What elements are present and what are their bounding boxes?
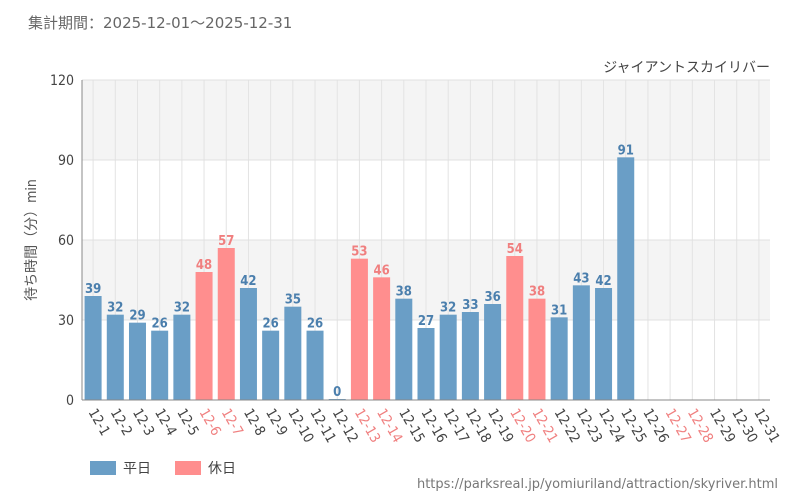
y-axis-label: 待ち時間（分）min xyxy=(24,179,40,301)
bar-12-7 xyxy=(217,248,235,400)
bar-12-15 xyxy=(395,298,413,400)
legend-item-weekday: 平日 xyxy=(90,458,151,478)
x-tick-labels: 12-112-212-312-412-512-612-712-812-912-1… xyxy=(85,406,783,446)
x-tick-label: 12-1 xyxy=(85,406,113,439)
collection-period: 集計期間：2025-12-01～2025-12-31 xyxy=(28,14,293,32)
bar-value-label: 35 xyxy=(285,293,301,308)
bar-12-17 xyxy=(439,314,457,400)
bar-value-label: 36 xyxy=(484,290,500,305)
legend-label-holiday: 休日 xyxy=(208,461,236,477)
bar-value-label: 0 xyxy=(333,385,341,400)
bar-value-label: 38 xyxy=(396,285,412,300)
y-tick-label: 60 xyxy=(58,233,74,249)
bar-value-label: 26 xyxy=(307,317,323,332)
bar-value-label: 43 xyxy=(573,271,589,286)
bar-value-label: 91 xyxy=(618,143,634,158)
bar-12-19 xyxy=(484,304,502,400)
x-tick-label: 12-2 xyxy=(107,406,135,439)
bar-value-labels: 39 32 29 26 32 48 57 42 26 35 26 0 53 46 38 27 32 33 36 54 3… xyxy=(85,143,634,400)
bar-12-11 xyxy=(306,330,324,400)
bar-value-label: 48 xyxy=(196,258,212,273)
y-tick-label: 120 xyxy=(50,73,74,89)
bar-value-label: 39 xyxy=(85,282,101,297)
x-tick-label: 12-9 xyxy=(262,406,290,439)
bar-value-label: 29 xyxy=(129,309,145,324)
bar-value-label: 38 xyxy=(529,285,545,300)
bar-12-2 xyxy=(106,314,124,400)
bar-value-label: 42 xyxy=(240,274,256,289)
bars xyxy=(84,157,635,400)
bar-value-label: 26 xyxy=(263,317,279,332)
bar-12-23 xyxy=(572,285,590,400)
bar-12-22 xyxy=(550,317,568,400)
y-tick-label: 90 xyxy=(58,153,74,169)
x-tick-label: 12-6 xyxy=(196,406,224,439)
bar-12-21 xyxy=(528,298,546,400)
x-tick-label: 12-7 xyxy=(218,406,246,439)
bar-12-25 xyxy=(617,157,635,400)
bar-12-24 xyxy=(595,288,613,400)
legend-swatch-weekday xyxy=(90,461,116,475)
bar-value-label: 57 xyxy=(218,234,234,249)
bar-value-label: 26 xyxy=(152,317,168,332)
bar-12-1 xyxy=(84,296,102,400)
bar-value-label: 32 xyxy=(174,301,190,316)
bar-12-14 xyxy=(373,277,391,400)
bar-value-label: 32 xyxy=(107,301,123,316)
y-tick-label: 30 xyxy=(58,313,74,329)
bar-value-label: 32 xyxy=(440,301,456,316)
bar-value-label: 27 xyxy=(418,314,434,329)
legend-label-weekday: 平日 xyxy=(123,461,151,477)
legend-item-holiday: 休日 xyxy=(175,458,236,478)
x-tick-label: 12-3 xyxy=(129,406,157,439)
bar-12-16 xyxy=(417,328,435,400)
bar-value-label: 33 xyxy=(462,298,478,313)
bar-value-label: 31 xyxy=(551,303,567,318)
bar-12-6 xyxy=(195,272,213,400)
source-url[interactable]: https://parksreal.jp/yomiuriland/attract… xyxy=(416,477,778,492)
legend: 平日 休日 xyxy=(90,458,260,478)
chart-title: ジャイアントスカイリバー xyxy=(603,60,770,76)
y-tick-label: 0 xyxy=(66,393,74,409)
bar-12-8 xyxy=(239,288,257,400)
bar-12-9 xyxy=(262,330,280,400)
bar-12-13 xyxy=(350,258,368,400)
bar-value-label: 42 xyxy=(595,274,611,289)
x-tick-label: 12-4 xyxy=(151,406,179,439)
bar-12-20 xyxy=(506,256,524,400)
x-tick-label: 12-5 xyxy=(173,406,201,439)
legend-swatch-holiday xyxy=(175,461,201,475)
bar-12-10 xyxy=(284,306,302,400)
bar-12-18 xyxy=(461,312,479,400)
bar-12-5 xyxy=(173,314,191,400)
bar-value-label: 53 xyxy=(351,245,367,260)
y-tick-labels: 0 30 60 90 120 xyxy=(50,73,74,409)
bar-12-4 xyxy=(151,330,169,400)
bar-12-3 xyxy=(128,322,146,400)
x-tick-label: 12-8 xyxy=(240,406,268,439)
bar-value-label: 54 xyxy=(507,242,523,257)
bar-value-label: 46 xyxy=(373,263,389,278)
